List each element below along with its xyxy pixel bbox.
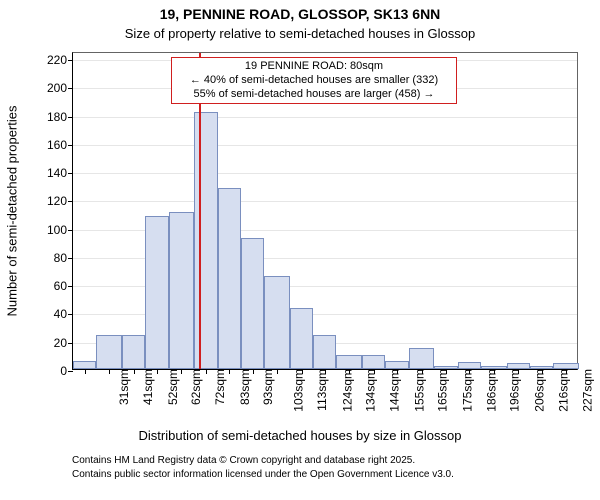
x-tick-mark [422, 369, 423, 374]
y-tick-label: 160 [47, 138, 73, 152]
x-tick-label: 216sqm [551, 369, 571, 412]
y-tick-label: 60 [54, 279, 73, 293]
histogram-bar [362, 355, 385, 369]
x-tick-label: 52sqm [160, 369, 180, 405]
x-tick-mark [206, 369, 207, 374]
histogram-bar [96, 335, 122, 369]
histogram-bar [336, 355, 362, 369]
histogram-bar [458, 362, 481, 369]
x-axis-title: Distribution of semi-detached houses by … [0, 428, 600, 443]
y-axis-title: Number of semi-detached properties [5, 106, 20, 317]
x-tick-mark [302, 369, 303, 374]
x-tick-label: 124sqm [334, 369, 354, 412]
x-tick-mark [542, 369, 543, 374]
gridline [73, 201, 577, 202]
x-tick-label: 62sqm [183, 369, 203, 405]
x-tick-mark [446, 369, 447, 374]
x-tick-mark [349, 369, 350, 374]
y-tick-label: 100 [47, 223, 73, 237]
annotation-line: 19 PENNINE ROAD: 80sqm [176, 60, 452, 74]
y-tick-label: 40 [54, 307, 73, 321]
x-tick-mark [325, 369, 326, 374]
x-tick-label: 31sqm [111, 369, 131, 405]
x-tick-label: 196sqm [502, 369, 522, 412]
histogram-bar [385, 361, 408, 369]
x-tick-label: 41sqm [135, 369, 155, 405]
annotation-line: ← 40% of semi-detached houses are smalle… [176, 74, 452, 88]
x-tick-mark [469, 369, 470, 374]
x-tick-label: 93sqm [255, 369, 275, 405]
x-tick-label: 155sqm [407, 369, 427, 412]
x-tick-label: 72sqm [207, 369, 227, 405]
x-tick-mark [181, 369, 182, 374]
histogram-bar [313, 335, 336, 369]
annotation-box: 19 PENNINE ROAD: 80sqm← 40% of semi-deta… [171, 57, 457, 104]
histogram-bar [409, 348, 435, 369]
x-tick-mark [109, 369, 110, 374]
histogram-bar [73, 361, 96, 369]
chart-title: 19, PENNINE ROAD, GLOSSOP, SK13 6NN [0, 6, 600, 22]
histogram-bar [194, 112, 217, 369]
x-tick-mark [253, 369, 254, 374]
x-tick-mark [566, 369, 567, 374]
y-tick-label: 80 [54, 251, 73, 265]
x-tick-mark [494, 369, 495, 374]
x-tick-mark [518, 369, 519, 374]
x-tick-mark [85, 369, 86, 374]
chart-subtitle: Size of property relative to semi-detach… [0, 26, 600, 41]
gridline [73, 145, 577, 146]
attribution-line-2: Contains public sector information licen… [72, 469, 454, 480]
annotation-line: 55% of semi-detached houses are larger (… [176, 88, 452, 102]
histogram-bar [145, 216, 168, 369]
histogram-bar [264, 276, 290, 369]
chart-container: 19, PENNINE ROAD, GLOSSOP, SK13 6NN Size… [0, 0, 600, 500]
y-tick-label: 220 [47, 53, 73, 67]
x-tick-label: 134sqm [358, 369, 378, 412]
histogram-bar [169, 212, 195, 369]
x-tick-label: 175sqm [454, 369, 474, 412]
plot-area: 02040608010012014016018020022031sqm41sqm… [72, 52, 578, 370]
x-tick-mark [134, 369, 135, 374]
attribution-line-1: Contains HM Land Registry data © Crown c… [72, 455, 415, 466]
gridline [73, 173, 577, 174]
x-tick-mark [397, 369, 398, 374]
histogram-bar [218, 188, 241, 369]
histogram-bar [290, 308, 313, 369]
histogram-bar [241, 238, 264, 369]
x-tick-label: 165sqm [430, 369, 450, 412]
x-tick-label: 103sqm [285, 369, 305, 412]
y-tick-label: 200 [47, 81, 73, 95]
y-tick-label: 140 [47, 166, 73, 180]
y-tick-label: 20 [54, 336, 73, 350]
x-tick-label: 186sqm [479, 369, 499, 412]
x-tick-label: 144sqm [382, 369, 402, 412]
x-tick-label: 227sqm [574, 369, 594, 412]
y-tick-label: 0 [60, 364, 73, 378]
x-tick-mark [277, 369, 278, 374]
y-tick-label: 180 [47, 110, 73, 124]
y-tick-label: 120 [47, 194, 73, 208]
x-tick-mark [374, 369, 375, 374]
gridline [73, 117, 577, 118]
x-tick-mark [229, 369, 230, 374]
x-tick-mark [157, 369, 158, 374]
x-tick-label: 113sqm [309, 369, 329, 411]
x-tick-label: 206sqm [527, 369, 547, 412]
x-tick-label: 83sqm [232, 369, 252, 405]
histogram-bar [122, 335, 145, 369]
